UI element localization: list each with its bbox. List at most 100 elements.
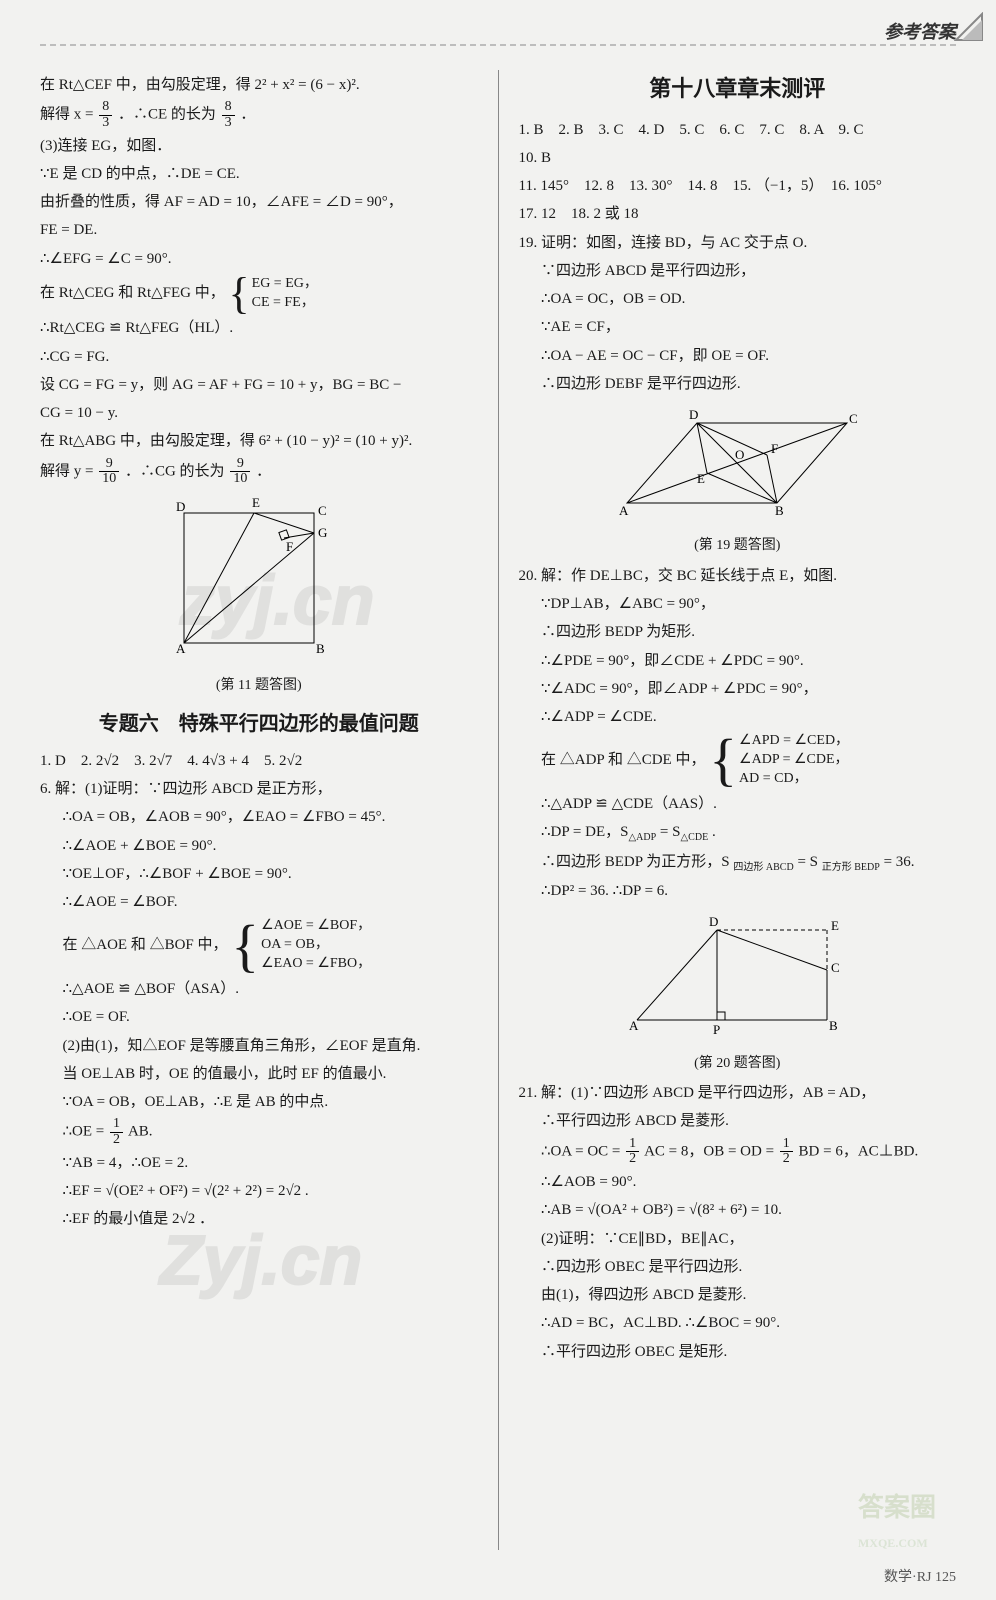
text-line: 6. 解：(1)证明：∵四边形 ABCD 是正方形， — [40, 776, 478, 802]
chapter-title: 第十八章章末测评 — [519, 70, 957, 109]
text-line: ∵AB = 4，∴OE = 2. — [40, 1150, 478, 1176]
text-line: 由折叠的性质，得 AF = AD = 10，∠AFE = ∠D = 90°， — [40, 189, 478, 215]
text-line: ∴平行四边形 OBEC 是矩形. — [519, 1339, 957, 1365]
text-line: ∴∠AOE + ∠BOE = 90°. — [40, 833, 478, 859]
text: 在 Rt△CEG 和 Rt△FEG 中， — [40, 285, 225, 301]
text-line: ∴OE = OF. — [40, 1004, 478, 1030]
page: 参考答案 zyj.cn Zyj.cn 在 Rt△CEF 中，由勾股定理，得 2²… — [0, 0, 996, 1600]
text-line: ∴OA = OC = 12 AC = 8，OB = OD = 12 BD = 6… — [519, 1137, 957, 1167]
text-line: (3)连接 EG，如图． — [40, 133, 478, 159]
brace-cases: { ∠AOE = ∠BOF，OA = OB，∠EAO = ∠FBO， — [231, 917, 371, 974]
text-line: 在 Rt△CEF 中，由勾股定理，得 2² + x² = (6 − x)². — [40, 72, 478, 98]
text-line: ∴∠EFG = ∠C = 90°. — [40, 246, 478, 272]
text: 解得 y = — [40, 463, 97, 479]
header-divider — [40, 44, 956, 46]
text-line: ∴平行四边形 ABCD 是菱形. — [519, 1108, 957, 1134]
text-line: CG = 10 − y. — [40, 400, 478, 426]
fraction: 83 — [99, 100, 112, 130]
text-line: ∴EF = √(OE² + OF²) = √(2² + 2²) = 2√2 . — [40, 1178, 478, 1204]
answer-line: 1. B 2. B 3. C 4. D 5. C 6. C 7. C 8. A … — [519, 117, 957, 143]
text-line: ∴AD = BC，AC⊥BD. ∴∠BOC = 90°. — [519, 1310, 957, 1336]
text: 在 △AOE 和 △BOF 中， — [63, 937, 228, 953]
text-line: ∴△AOE ≌ △BOF（ASA）. — [40, 976, 478, 1002]
header-icon — [954, 12, 984, 42]
svg-text:B: B — [775, 503, 784, 518]
text-line: 由(1)，得四边形 ABCD 是菱形. — [519, 1282, 957, 1308]
text-line: ∴Rt△CEG ≌ Rt△FEG（HL）. — [40, 315, 478, 341]
text-line: ∴四边形 BEDP 为正方形，S 四边形 ABCD = S 正方形 BEDP =… — [519, 849, 957, 877]
fraction: 12 — [626, 1137, 639, 1167]
brace-cases: { ∠APD = ∠CED，∠ADP = ∠CDE，AD = CD， — [709, 732, 849, 789]
svg-text:E: E — [697, 471, 705, 486]
figure-19: A B C D E F O — [519, 403, 957, 532]
text: ． — [240, 107, 255, 123]
figure-11: D E C G F A B — [40, 493, 478, 672]
content-columns: 在 Rt△CEF 中，由勾股定理，得 2² + x² = (6 − x)². 解… — [40, 70, 956, 1550]
svg-text:B: B — [829, 1018, 838, 1033]
text-line: ∵E 是 CD 的中点，∴DE = CE. — [40, 161, 478, 187]
svg-text:F: F — [286, 539, 293, 554]
svg-text:F: F — [771, 441, 778, 456]
text-line: 当 OE⊥AB 时，OE 的值最小，此时 EF 的值最小. — [40, 1061, 478, 1087]
answer-line: 1. D 2. 2√2 3. 2√7 4. 4√3 + 4 5. 2√2 — [40, 748, 478, 774]
text-line: ∵OA = OB，OE⊥AB，∴E 是 AB 的中点. — [40, 1089, 478, 1115]
text-line: 在 Rt△CEG 和 Rt△FEG 中， { EG = EG，CE = FE， — [40, 274, 478, 314]
text-line: ∴DP² = 36. ∴DP = 6. — [519, 878, 957, 904]
text-line: 在 Rt△ABG 中，由勾股定理，得 6² + (10 − y)² = (10 … — [40, 428, 478, 454]
footer-label: 数学·RJ 125 — [884, 1566, 956, 1586]
text-line: 在 △ADP 和 △CDE 中， { ∠APD = ∠CED，∠ADP = ∠C… — [519, 732, 957, 789]
svg-text:O: O — [735, 447, 744, 462]
svg-text:E: E — [252, 495, 260, 510]
text-line: ∴∠AOB = 90°. — [519, 1169, 957, 1195]
svg-text:A: A — [619, 503, 629, 518]
svg-text:D: D — [689, 407, 698, 422]
fraction: 910 — [230, 457, 250, 487]
section-title: 专题六 特殊平行四边形的最值问题 — [40, 707, 478, 742]
text-line: ∴△ADP ≌ △CDE（AAS）. — [519, 791, 957, 817]
text-line: 解得 y = 910 ．∴CG 的长为 910 ． — [40, 457, 478, 487]
text: ∴OA = OC = — [541, 1143, 624, 1159]
svg-text:C: C — [318, 503, 327, 518]
text: = S — [660, 824, 681, 840]
text-line: ∵AE = CF， — [519, 314, 957, 340]
svg-text:E: E — [831, 918, 839, 933]
text-line: ∴∠AOE = ∠BOF. — [40, 889, 478, 915]
text: ∴OE = — [63, 1124, 109, 1140]
text-line: ∴∠PDE = 90°，即∠CDE + ∠PDC = 90°. — [519, 648, 957, 674]
fraction: 910 — [99, 457, 119, 487]
text: 解得 x = — [40, 107, 97, 123]
text-line: ∴OA = OC，OB = OD. — [519, 286, 957, 312]
text-line: ∴∠ADP = ∠CDE. — [519, 704, 957, 730]
brace-cases: { EG = EG，CE = FE， — [229, 274, 318, 314]
text-line: 21. 解：(1)∵四边形 ABCD 是平行四边形，AB = AD， — [519, 1080, 957, 1106]
text-line: ∴OA − AE = OC − CF，即 OE = OF. — [519, 343, 957, 369]
text-line: ∴AB = √(OA² + OB²) = √(8² + 6²) = 10. — [519, 1197, 957, 1223]
text: = 36. — [884, 854, 915, 870]
svg-text:B: B — [316, 641, 325, 656]
left-column: 在 Rt△CEF 中，由勾股定理，得 2² + x² = (6 − x)². 解… — [40, 70, 496, 1550]
text-line: ∵四边形 ABCD 是平行四边形， — [519, 258, 957, 284]
svg-text:C: C — [831, 960, 840, 975]
text-line: ∴OE = 12 AB. — [40, 1117, 478, 1147]
text: ．∴CE 的长为 — [118, 107, 220, 123]
text-line: 设 CG = FG = y，则 AG = AF + FG = 10 + y，BG… — [40, 372, 478, 398]
fraction: 12 — [780, 1137, 793, 1167]
svg-text:A: A — [176, 641, 186, 656]
svg-text:C: C — [849, 411, 858, 426]
text-line: ∴四边形 DEBF 是平行四边形. — [519, 371, 957, 397]
text-line: ∴EF 的最小值是 2√2 ． — [40, 1206, 478, 1232]
figure-19-caption: (第 19 题答图) — [519, 534, 957, 559]
text: AC = 8，OB = OD = — [644, 1143, 778, 1159]
fraction: 12 — [110, 1117, 123, 1147]
text: ． — [256, 463, 271, 479]
text: 在 △ADP 和 △CDE 中， — [541, 752, 705, 768]
svg-text:D: D — [709, 914, 718, 929]
text-line: 19. 证明：如图，连接 BD，与 AC 交于点 O. — [519, 230, 957, 256]
figure-20: A B C D E P — [519, 910, 957, 1049]
column-divider — [498, 70, 499, 1550]
text-line: ∴四边形 OBEC 是平行四边形. — [519, 1254, 957, 1280]
svg-text:G: G — [318, 525, 327, 540]
svg-text:P: P — [713, 1022, 720, 1037]
text-line: ∴OA = OB，∠AOB = 90°，∠EAO = ∠FBO = 45°. — [40, 804, 478, 830]
text-line: 20. 解：作 DE⊥BC，交 BC 延长线于点 E，如图. — [519, 563, 957, 589]
